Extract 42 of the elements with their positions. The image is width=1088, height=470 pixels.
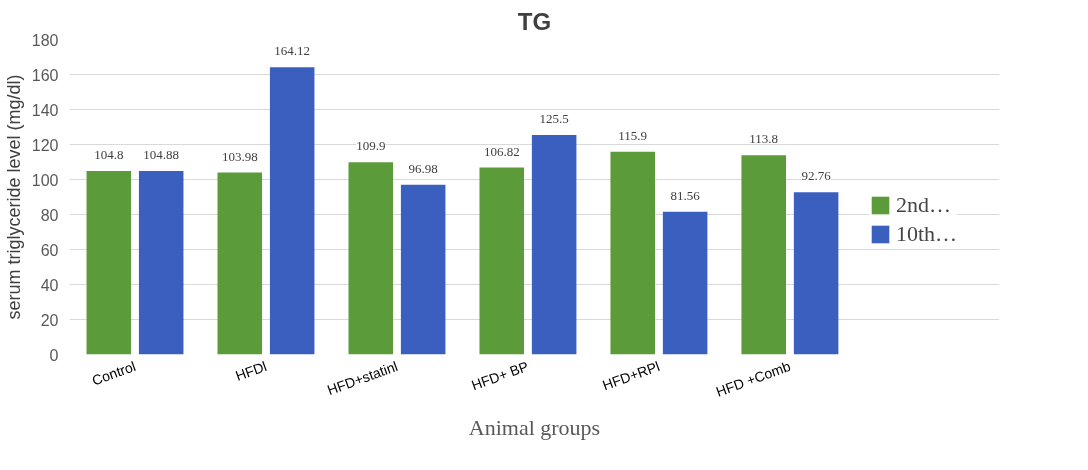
- data-label: 115.9: [618, 127, 648, 143]
- y-tick-label: 120: [31, 136, 59, 154]
- bar: [610, 151, 656, 355]
- legend-label: 10th…: [896, 220, 958, 247]
- data-label: 164.12: [274, 43, 311, 59]
- y-tick-label: 40: [40, 276, 59, 294]
- y-tick-label: 140: [31, 101, 59, 119]
- data-label: 125.5: [539, 110, 569, 126]
- y-tick-label: 0: [49, 346, 59, 364]
- legend-label: 2nd…: [896, 191, 951, 218]
- x-tick-label: HFD+ BP: [469, 357, 531, 394]
- data-label: 113.8: [749, 131, 779, 147]
- x-tick-label: HFDl: [233, 357, 269, 384]
- y-axis-title: serum triglyceride level (mg/dl): [3, 74, 24, 320]
- bar: [662, 211, 708, 355]
- bar: [217, 172, 263, 355]
- bar: [138, 170, 184, 355]
- x-tick-label: HFD +Comb: [713, 357, 793, 400]
- y-tick-label: 160: [31, 66, 59, 84]
- data-label: 92.76: [801, 168, 832, 184]
- bar: [793, 192, 839, 355]
- bar: [348, 162, 394, 355]
- data-label: 103.98: [221, 148, 258, 164]
- data-label: 81.56: [670, 187, 701, 203]
- y-tick-label: 100: [31, 171, 59, 189]
- y-tick-label: 80: [40, 206, 59, 224]
- y-tick-label: 60: [40, 241, 59, 259]
- data-label: 106.82: [483, 143, 520, 159]
- bar: [479, 167, 525, 355]
- x-axis-title: Animal groups: [468, 415, 601, 441]
- bar: [400, 184, 446, 355]
- data-label: 104.88: [143, 146, 180, 162]
- data-label: 109.9: [356, 138, 386, 154]
- y-tick-label: 20: [40, 311, 59, 329]
- y-tick-label: 180: [31, 31, 59, 49]
- data-label: 104.8: [94, 147, 124, 163]
- bar: [269, 67, 315, 355]
- data-label: 96.98: [408, 160, 438, 176]
- bar: [531, 134, 577, 355]
- chart-title: TG: [517, 7, 552, 35]
- bar: [86, 171, 132, 355]
- bar: [741, 155, 786, 355]
